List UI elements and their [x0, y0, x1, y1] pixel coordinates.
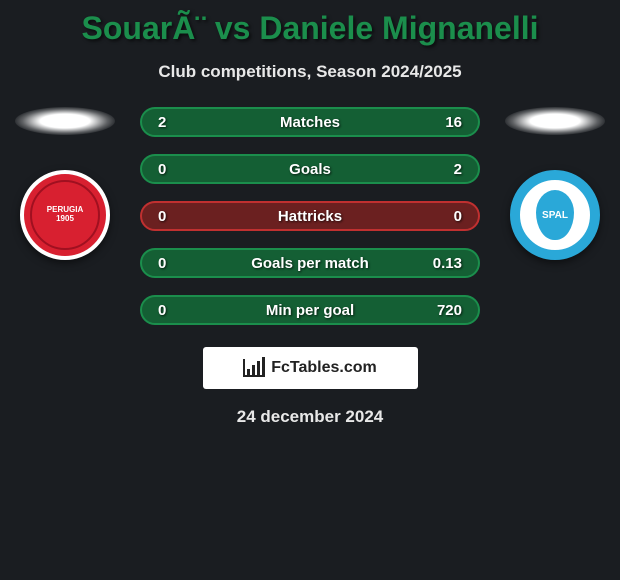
club-badge-left-label: PERUGIA 1905 — [47, 206, 83, 224]
branding-box: FcTables.com — [203, 347, 418, 389]
stat-right-value: 0.13 — [433, 255, 462, 272]
right-player-column: SPAL — [495, 107, 615, 260]
club-badge-left: PERUGIA 1905 — [20, 170, 110, 260]
season-subtitle: Club competitions, Season 2024/2025 — [0, 62, 620, 82]
stat-label: Hattricks — [278, 208, 342, 225]
stat-right-value: 720 — [437, 302, 462, 319]
stat-right-value: 2 — [454, 161, 462, 178]
player-shadow-right — [505, 107, 605, 135]
branding-text: FcTables.com — [271, 359, 377, 377]
stat-left-value: 2 — [158, 114, 166, 131]
right-club-name: SPAL — [536, 190, 574, 240]
stat-label: Matches — [280, 114, 340, 131]
stat-bar: 0 Hattricks 0 — [140, 201, 480, 231]
stat-left-value: 0 — [158, 208, 166, 225]
stat-label: Goals per match — [251, 255, 369, 272]
stat-left-value: 0 — [158, 302, 166, 319]
infographic-container: SouarÃ¨ vs Daniele Mignanelli Club compe… — [0, 0, 620, 437]
club-badge-right: SPAL — [510, 170, 600, 260]
stat-left-value: 0 — [158, 255, 166, 272]
stat-label: Min per goal — [266, 302, 354, 319]
chart-icon — [243, 359, 265, 377]
player-shadow-left — [15, 107, 115, 135]
left-club-year: 1905 — [47, 215, 83, 224]
date-text: 24 december 2024 — [0, 407, 620, 427]
stat-left-value: 0 — [158, 161, 166, 178]
stat-bar: 0 Goals per match 0.13 — [140, 248, 480, 278]
left-player-column: PERUGIA 1905 — [5, 107, 125, 260]
stat-label: Goals — [289, 161, 331, 178]
main-row: PERUGIA 1905 2 Matches 16 0 Goals 2 0 Hattricks… — [0, 107, 620, 325]
stat-bar: 0 Goals 2 — [140, 154, 480, 184]
stat-bar: 2 Matches 16 — [140, 107, 480, 137]
stat-right-value: 0 — [454, 208, 462, 225]
stats-bars: 2 Matches 16 0 Goals 2 0 Hattricks 0 0 Goals per m… — [125, 107, 495, 325]
stat-right-value: 16 — [445, 114, 462, 131]
stat-bar: 0 Min per goal 720 — [140, 295, 480, 325]
comparison-title: SouarÃ¨ vs Daniele Mignanelli — [0, 10, 620, 47]
